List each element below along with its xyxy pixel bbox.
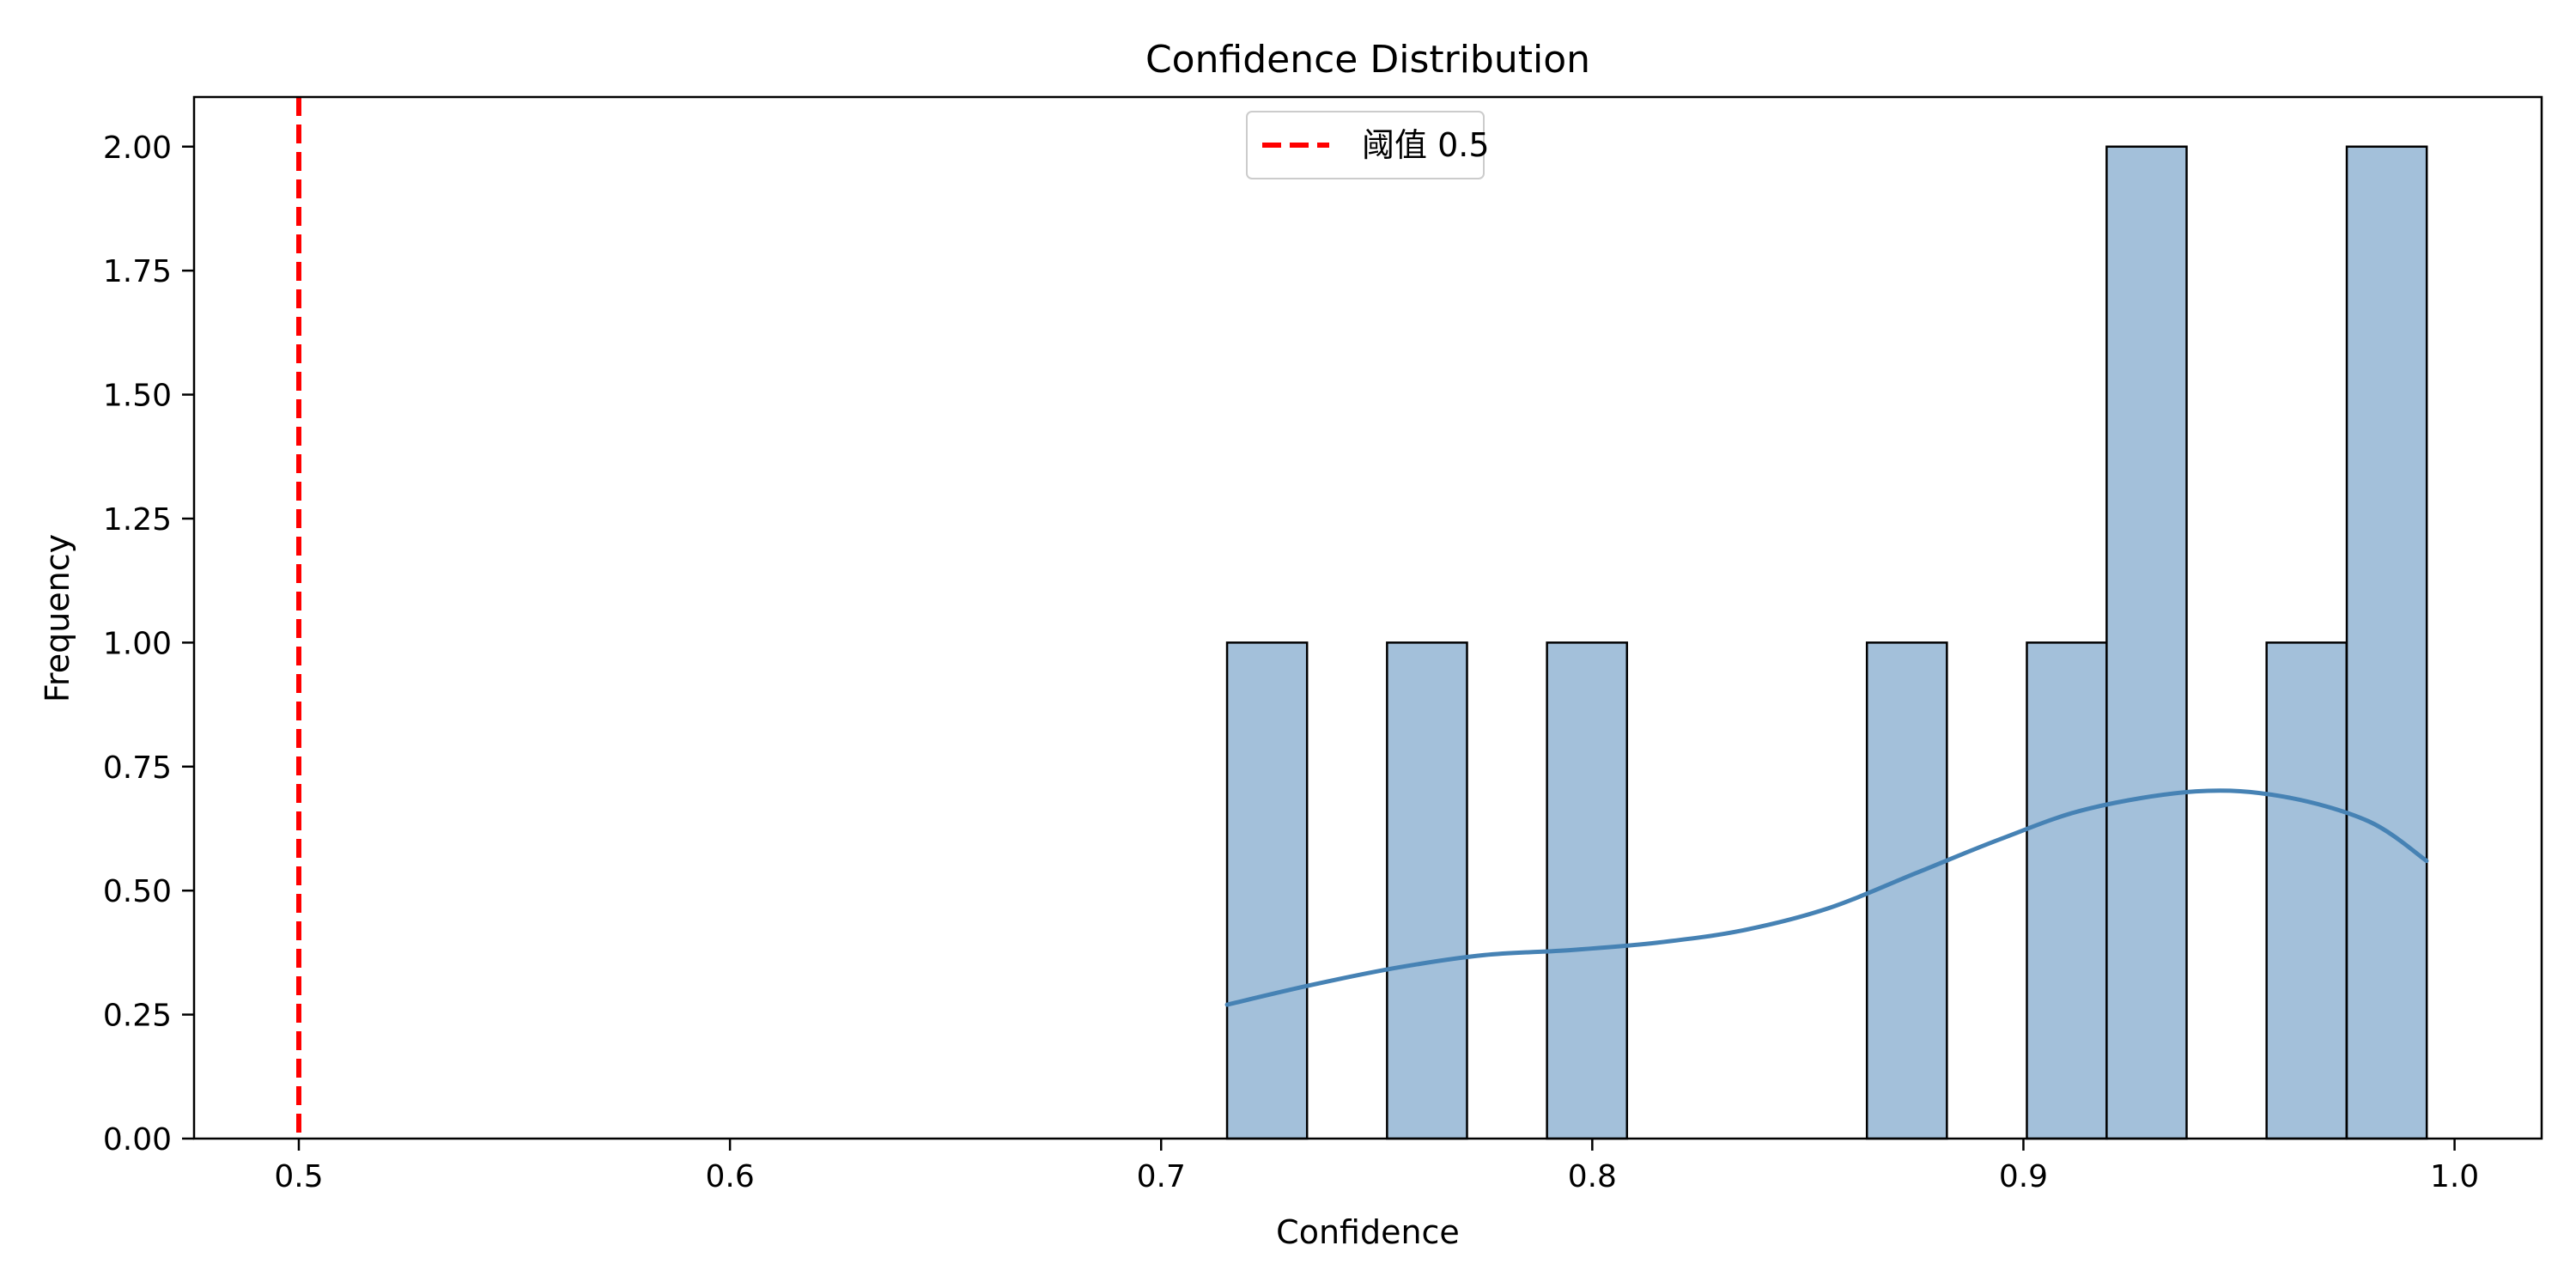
x-tick-label-3: 0.8 xyxy=(1568,1159,1617,1194)
histogram-bar-7 xyxy=(2345,145,2428,1140)
y-tick-label-7: 1.75 xyxy=(103,254,172,289)
x-tick-label-5: 1.0 xyxy=(2430,1159,2479,1194)
legend[interactable]: 阈值 0.5 xyxy=(1246,111,1490,179)
y-tick-label-2: 0.50 xyxy=(103,874,172,909)
kde-layer xyxy=(1224,788,2429,1007)
y-tick-label-8: 2.00 xyxy=(103,131,172,166)
x-tick-label-4: 0.9 xyxy=(1999,1159,2048,1194)
y-tick-label-1: 0.25 xyxy=(103,999,172,1034)
histogram-bar-6 xyxy=(2265,641,2348,1140)
histogram-bar-1 xyxy=(1386,641,1468,1140)
y-tick-label-5: 1.25 xyxy=(103,502,172,538)
x-tick-label-1: 0.6 xyxy=(705,1159,754,1194)
legend-threshold-label: 阈值 0.5 xyxy=(1362,126,1490,164)
kde-curve xyxy=(1224,788,2429,1007)
histogram-bar-0 xyxy=(1225,641,1309,1140)
y-tick-label-6: 1.50 xyxy=(103,379,172,414)
x-axis: 0.5 0.6 0.7 0.8 0.9 1.0 xyxy=(274,1139,2479,1194)
histogram-bar-2 xyxy=(1546,641,1629,1140)
y-axis-label: Frequency xyxy=(39,534,76,702)
chart-title: Confidence Distribution xyxy=(1145,38,1590,82)
x-tick-label-0: 0.5 xyxy=(274,1159,323,1194)
histogram-bar-5 xyxy=(2105,145,2188,1140)
y-tick-label-3: 0.75 xyxy=(103,750,172,786)
legend-box xyxy=(1246,111,1485,179)
y-tick-label-4: 1.00 xyxy=(103,626,172,661)
histogram-bars xyxy=(1225,145,2428,1140)
plot-frame xyxy=(192,95,2543,1140)
x-axis-label: Confidence xyxy=(1276,1213,1460,1251)
x-tick-label-2: 0.7 xyxy=(1137,1159,1186,1194)
y-axis: 0.00 0.25 0.50 0.75 1.00 1.25 1.50 1.75 2.00 xyxy=(103,131,194,1157)
y-tick-label-0: 0.00 xyxy=(103,1122,172,1157)
histogram-bar-4 xyxy=(2026,641,2108,1140)
